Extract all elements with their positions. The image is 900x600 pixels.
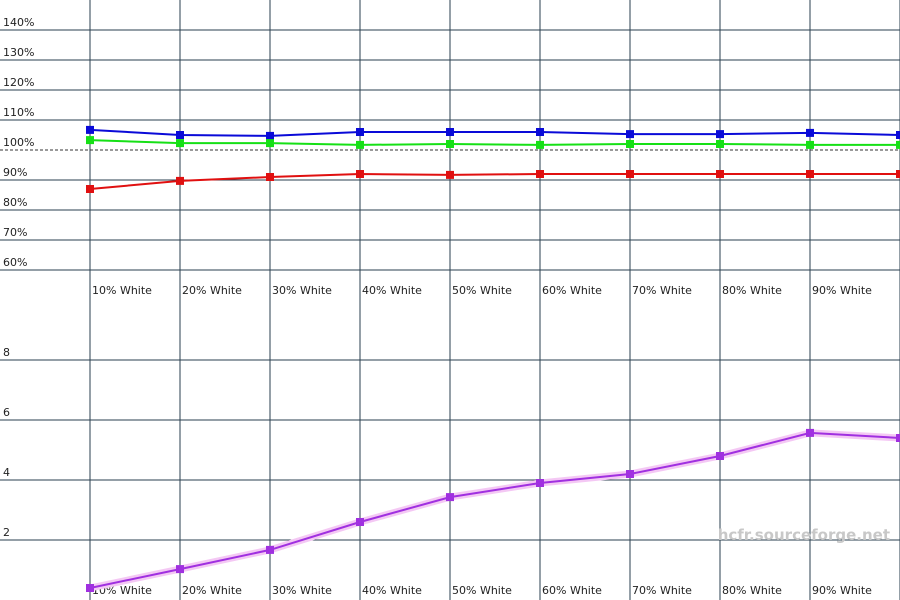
data-point	[356, 128, 364, 136]
y-tick-label: 2	[3, 526, 10, 539]
x-tick-label: 60% White	[542, 284, 602, 297]
x-tick-label: 70% White	[632, 284, 692, 297]
x-tick-label: 80% White	[722, 284, 782, 297]
x-tick-label: 20% White	[182, 284, 242, 297]
data-point	[716, 170, 724, 178]
watermark: hcfr.sourceforge.net	[718, 526, 890, 544]
data-point	[266, 173, 274, 181]
data-point	[716, 140, 724, 148]
x-tick-label: 40% White	[362, 584, 422, 597]
y-tick-label: 6	[3, 406, 10, 419]
data-point	[266, 139, 274, 148]
data-point	[896, 170, 900, 178]
data-point	[86, 136, 94, 145]
data-point	[896, 131, 900, 139]
data-point	[536, 140, 544, 149]
x-tick-label: 30% White	[272, 284, 332, 297]
data-point	[446, 128, 454, 136]
x-tick-label: 90% White	[812, 284, 872, 297]
y-tick-label: 8	[3, 346, 10, 359]
x-tick-label: 70% White	[632, 584, 692, 597]
data-point	[626, 130, 634, 139]
data-point	[446, 170, 454, 179]
data-point	[356, 518, 364, 526]
series-line	[89, 431, 900, 589]
data-point	[806, 140, 814, 149]
data-point	[626, 140, 634, 148]
data-point	[536, 128, 544, 136]
data-point	[266, 131, 274, 140]
data-point	[356, 170, 364, 178]
y-tick-label: 130%	[3, 46, 34, 59]
y-tick-label: 120%	[3, 76, 34, 89]
data-point	[626, 170, 634, 178]
data-point	[86, 125, 94, 134]
series-line	[89, 128, 900, 137]
data-point	[446, 140, 454, 148]
y-tick-label: 70%	[3, 226, 27, 239]
data-point	[806, 170, 814, 178]
x-tick-label: 50% White	[452, 584, 512, 597]
y-tick-label: 140%	[3, 16, 34, 29]
y-tick-label: 110%	[3, 106, 34, 119]
data-point	[536, 479, 544, 487]
data-point	[806, 128, 814, 137]
x-tick-label: 40% White	[362, 284, 422, 297]
x-tick-label: 90% White	[812, 584, 872, 597]
y-tick-label: 100%	[3, 136, 34, 149]
y-tick-label: 80%	[3, 196, 27, 209]
data-point	[356, 140, 364, 149]
series-line	[89, 139, 900, 146]
data-point	[716, 452, 724, 460]
data-point	[176, 131, 184, 139]
data-point	[896, 434, 900, 442]
y-tick-label: 60%	[3, 256, 27, 269]
x-tick-label: 50% White	[452, 284, 512, 297]
data-point	[176, 565, 184, 574]
data-point	[266, 545, 274, 554]
data-point	[806, 428, 814, 437]
data-point	[626, 470, 634, 478]
x-tick-label: 30% White	[272, 584, 332, 597]
data-point	[536, 170, 544, 178]
data-point	[176, 139, 184, 148]
x-tick-label: 10% White	[92, 284, 152, 297]
y-tick-label: 4	[3, 466, 10, 479]
data-point	[896, 140, 900, 149]
data-point	[176, 176, 184, 185]
data-point	[86, 185, 94, 193]
x-tick-label: 80% White	[722, 584, 782, 597]
x-tick-label: 20% White	[182, 584, 242, 597]
x-tick-label: 60% White	[542, 584, 602, 597]
series-line	[89, 172, 900, 190]
y-tick-label: 90%	[3, 166, 27, 179]
data-point	[716, 130, 724, 139]
data-point	[86, 584, 94, 592]
data-point	[446, 493, 454, 502]
